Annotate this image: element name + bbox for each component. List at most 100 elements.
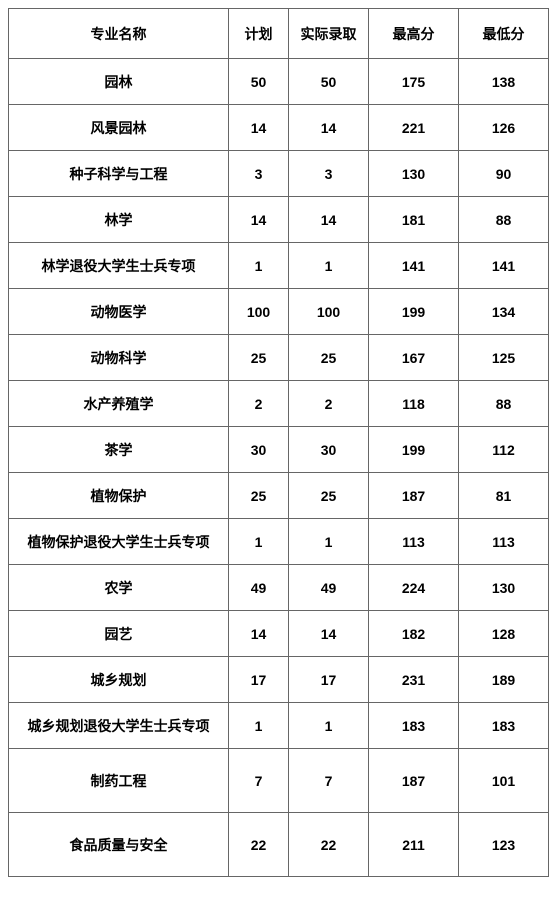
cell-high-score: 183 [369,703,459,749]
cell-low-score: 126 [459,105,549,151]
cell-major-name: 园林 [9,59,229,105]
cell-plan: 1 [229,519,289,565]
cell-plan: 2 [229,381,289,427]
table-header-row: 专业名称 计划 实际录取 最高分 最低分 [9,9,549,59]
admissions-table: 专业名称 计划 实际录取 最高分 最低分 园林5050175138风景园林141… [8,8,549,877]
table-row: 风景园林1414221126 [9,105,549,151]
cell-actual: 1 [289,703,369,749]
cell-high-score: 187 [369,473,459,519]
cell-plan: 3 [229,151,289,197]
cell-plan: 17 [229,657,289,703]
table-row: 制药工程77187101 [9,749,549,813]
cell-major-name: 城乡规划退役大学生士兵专项 [9,703,229,749]
cell-low-score: 138 [459,59,549,105]
col-low-score: 最低分 [459,9,549,59]
cell-actual: 3 [289,151,369,197]
cell-plan: 25 [229,335,289,381]
cell-plan: 1 [229,703,289,749]
table-row: 城乡规划1717231189 [9,657,549,703]
cell-major-name: 城乡规划 [9,657,229,703]
cell-major-name: 风景园林 [9,105,229,151]
cell-actual: 14 [289,197,369,243]
table-row: 植物保护252518781 [9,473,549,519]
cell-major-name: 食品质量与安全 [9,813,229,877]
table-row: 茶学3030199112 [9,427,549,473]
cell-major-name: 植物保护 [9,473,229,519]
cell-low-score: 130 [459,565,549,611]
table-row: 城乡规划退役大学生士兵专项11183183 [9,703,549,749]
cell-high-score: 221 [369,105,459,151]
cell-high-score: 182 [369,611,459,657]
cell-major-name: 动物科学 [9,335,229,381]
cell-plan: 1 [229,243,289,289]
table-row: 种子科学与工程3313090 [9,151,549,197]
cell-high-score: 118 [369,381,459,427]
cell-low-score: 90 [459,151,549,197]
table-row: 食品质量与安全2222211123 [9,813,549,877]
cell-low-score: 81 [459,473,549,519]
table-row: 园艺1414182128 [9,611,549,657]
cell-actual: 22 [289,813,369,877]
cell-plan: 14 [229,611,289,657]
cell-low-score: 88 [459,381,549,427]
table-row: 林学退役大学生士兵专项11141141 [9,243,549,289]
cell-major-name: 动物医学 [9,289,229,335]
cell-major-name: 制药工程 [9,749,229,813]
cell-low-score: 189 [459,657,549,703]
col-actual: 实际录取 [289,9,369,59]
table-row: 水产养殖学2211888 [9,381,549,427]
cell-major-name: 园艺 [9,611,229,657]
cell-low-score: 123 [459,813,549,877]
cell-plan: 14 [229,197,289,243]
cell-low-score: 101 [459,749,549,813]
cell-high-score: 231 [369,657,459,703]
col-high-score: 最高分 [369,9,459,59]
cell-high-score: 130 [369,151,459,197]
cell-plan: 100 [229,289,289,335]
cell-low-score: 88 [459,197,549,243]
cell-actual: 30 [289,427,369,473]
cell-actual: 2 [289,381,369,427]
cell-actual: 14 [289,611,369,657]
cell-plan: 7 [229,749,289,813]
cell-high-score: 141 [369,243,459,289]
cell-low-score: 141 [459,243,549,289]
cell-major-name: 水产养殖学 [9,381,229,427]
cell-major-name: 林学 [9,197,229,243]
cell-major-name: 种子科学与工程 [9,151,229,197]
cell-high-score: 199 [369,289,459,335]
cell-low-score: 113 [459,519,549,565]
cell-high-score: 199 [369,427,459,473]
cell-plan: 50 [229,59,289,105]
table-row: 园林5050175138 [9,59,549,105]
cell-high-score: 224 [369,565,459,611]
cell-high-score: 175 [369,59,459,105]
cell-low-score: 128 [459,611,549,657]
cell-low-score: 112 [459,427,549,473]
cell-actual: 49 [289,565,369,611]
cell-actual: 100 [289,289,369,335]
cell-major-name: 茶学 [9,427,229,473]
cell-high-score: 211 [369,813,459,877]
cell-high-score: 167 [369,335,459,381]
table-row: 植物保护退役大学生士兵专项11113113 [9,519,549,565]
cell-high-score: 113 [369,519,459,565]
cell-plan: 14 [229,105,289,151]
table-row: 动物科学2525167125 [9,335,549,381]
cell-plan: 25 [229,473,289,519]
table-row: 林学141418188 [9,197,549,243]
table-body: 园林5050175138风景园林1414221126种子科学与工程3313090… [9,59,549,877]
cell-low-score: 134 [459,289,549,335]
cell-high-score: 187 [369,749,459,813]
cell-plan: 30 [229,427,289,473]
col-major-name: 专业名称 [9,9,229,59]
table-row: 农学4949224130 [9,565,549,611]
col-plan: 计划 [229,9,289,59]
cell-actual: 25 [289,335,369,381]
cell-actual: 1 [289,519,369,565]
cell-plan: 49 [229,565,289,611]
cell-actual: 25 [289,473,369,519]
cell-plan: 22 [229,813,289,877]
cell-low-score: 183 [459,703,549,749]
cell-actual: 14 [289,105,369,151]
